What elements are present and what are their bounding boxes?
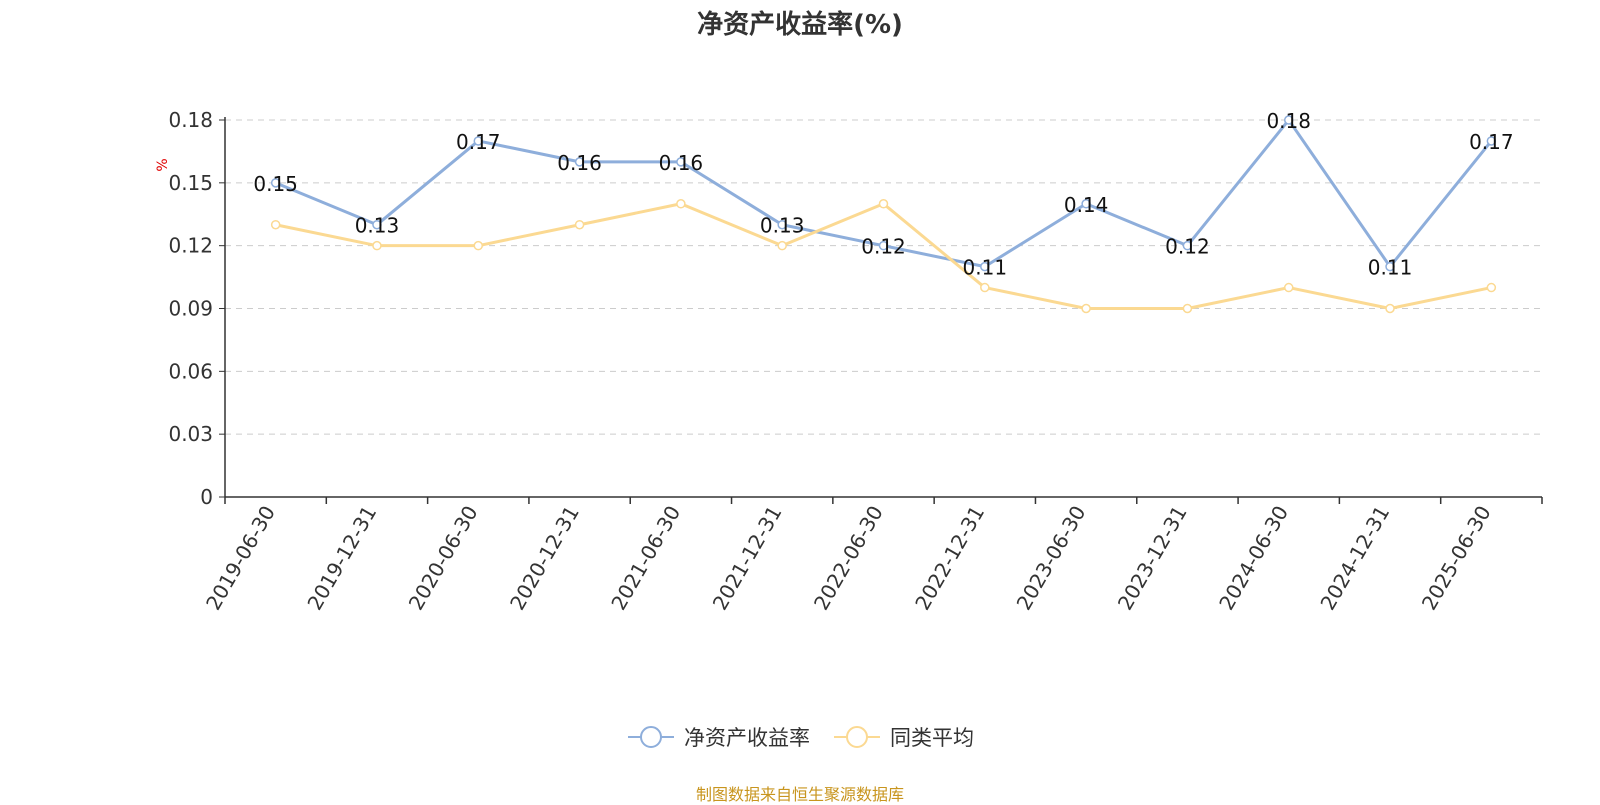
data-label: 0.12: [861, 235, 906, 259]
x-tick-label: 2023-06-30: [1012, 502, 1091, 615]
data-label: 0.15: [253, 172, 298, 196]
data-point-0[interactable]: [1283, 115, 1294, 125]
data-point-1[interactable]: [1182, 303, 1193, 314]
data-label: 0.17: [456, 130, 501, 154]
chart-title: 净资产收益率(%): [697, 10, 903, 40]
axes: 0 0.03 0.06 0.09 0.12 0.15 0.18 2019-06-30 2019-…: [168, 108, 1543, 615]
data-point-0[interactable]: [473, 136, 484, 146]
y-tick-label: 0.09: [168, 297, 213, 321]
chart-legend: 净资产收益率 同类平均: [0, 722, 1600, 752]
data-point-1[interactable]: [1385, 303, 1395, 314]
data-point-1[interactable]: [1486, 282, 1497, 293]
y-tick-label: 0.03: [168, 422, 213, 446]
x-tick-label: 2020-06-30: [404, 502, 483, 615]
data-label: 0.14: [1064, 193, 1109, 217]
data-label: 0.13: [760, 214, 805, 238]
x-tick-label: 2023-12-31: [1113, 502, 1192, 615]
data-point-0[interactable]: [878, 240, 889, 251]
legend-marker-peer-average-icon: [834, 726, 880, 748]
x-tick-label: 2019-06-30: [201, 502, 280, 615]
y-tick-label: 0.06: [168, 359, 213, 383]
legend-marker-roe-icon: [628, 726, 674, 748]
x-tick-label: 2020-12-31: [505, 502, 584, 615]
source-note: 制图数据来自恒生聚源数据库: [695, 785, 904, 804]
x-tick-label: 2021-12-31: [708, 502, 787, 615]
series-lines: [270, 115, 1497, 314]
data-label: 0.17: [1469, 130, 1514, 154]
data-label: 0.16: [557, 151, 602, 175]
data-point-1[interactable]: [676, 199, 686, 209]
x-tick-label: 2021-06-30: [606, 502, 685, 615]
data-label: 0.11: [963, 256, 1008, 280]
data-point-0[interactable]: [1081, 199, 1091, 209]
data-point-0[interactable]: [980, 261, 990, 272]
data-point-0[interactable]: [1385, 261, 1395, 272]
gridlines: [225, 119, 1542, 435]
data-point-1[interactable]: [980, 282, 990, 293]
x-tick-label: 2022-12-31: [910, 501, 989, 614]
x-tick-label: 2025-06-30: [1417, 502, 1496, 615]
data-label: 0.11: [1368, 256, 1413, 280]
data-point-0[interactable]: [1182, 240, 1193, 251]
data-point-1[interactable]: [1081, 303, 1091, 314]
data-label: 0.16: [659, 151, 704, 175]
y-tick-label: 0.15: [168, 171, 213, 195]
data-point-1[interactable]: [372, 240, 382, 251]
data-point-0[interactable]: [574, 157, 585, 167]
legend-item-roe[interactable]: 净资产收益率: [626, 722, 810, 752]
data-point-0[interactable]: [1486, 136, 1497, 146]
x-tick-label: 2019-12-31: [302, 502, 381, 615]
y-tick-label: 0.12: [168, 234, 213, 258]
y-tick-label: 0.18: [168, 108, 213, 132]
data-point-0[interactable]: [270, 178, 281, 188]
x-tick-label: 2022-06-30: [809, 502, 888, 615]
data-point-0[interactable]: [777, 219, 787, 230]
data-point-1[interactable]: [878, 199, 889, 209]
data-labels: 0.15 0.13 0.17 0.16 0.16 0.13 0.12 0.11 0.14 0.12…: [253, 109, 1513, 280]
data-point-0[interactable]: [372, 219, 382, 230]
data-point-1[interactable]: [270, 219, 281, 230]
data-point-0[interactable]: [676, 157, 686, 167]
y-axis-unit-label: %: [155, 158, 171, 171]
x-tick-label: 2024-12-31: [1315, 502, 1394, 615]
data-point-1[interactable]: [1283, 282, 1294, 293]
x-tick-label: 2024-06-30: [1214, 502, 1293, 615]
data-label: 0.13: [355, 214, 400, 238]
data-point-1[interactable]: [473, 240, 484, 251]
y-tick-label: 0: [200, 485, 213, 509]
data-label: 0.12: [1165, 235, 1210, 259]
legend-label-roe: 净资产收益率: [684, 726, 810, 750]
legend-item-peer-average[interactable]: 同类平均: [832, 722, 974, 752]
data-label: 0.18: [1266, 109, 1311, 133]
legend-label-peer-average: 同类平均: [890, 726, 974, 750]
data-point-1[interactable]: [777, 240, 787, 251]
data-point-1[interactable]: [574, 219, 585, 230]
